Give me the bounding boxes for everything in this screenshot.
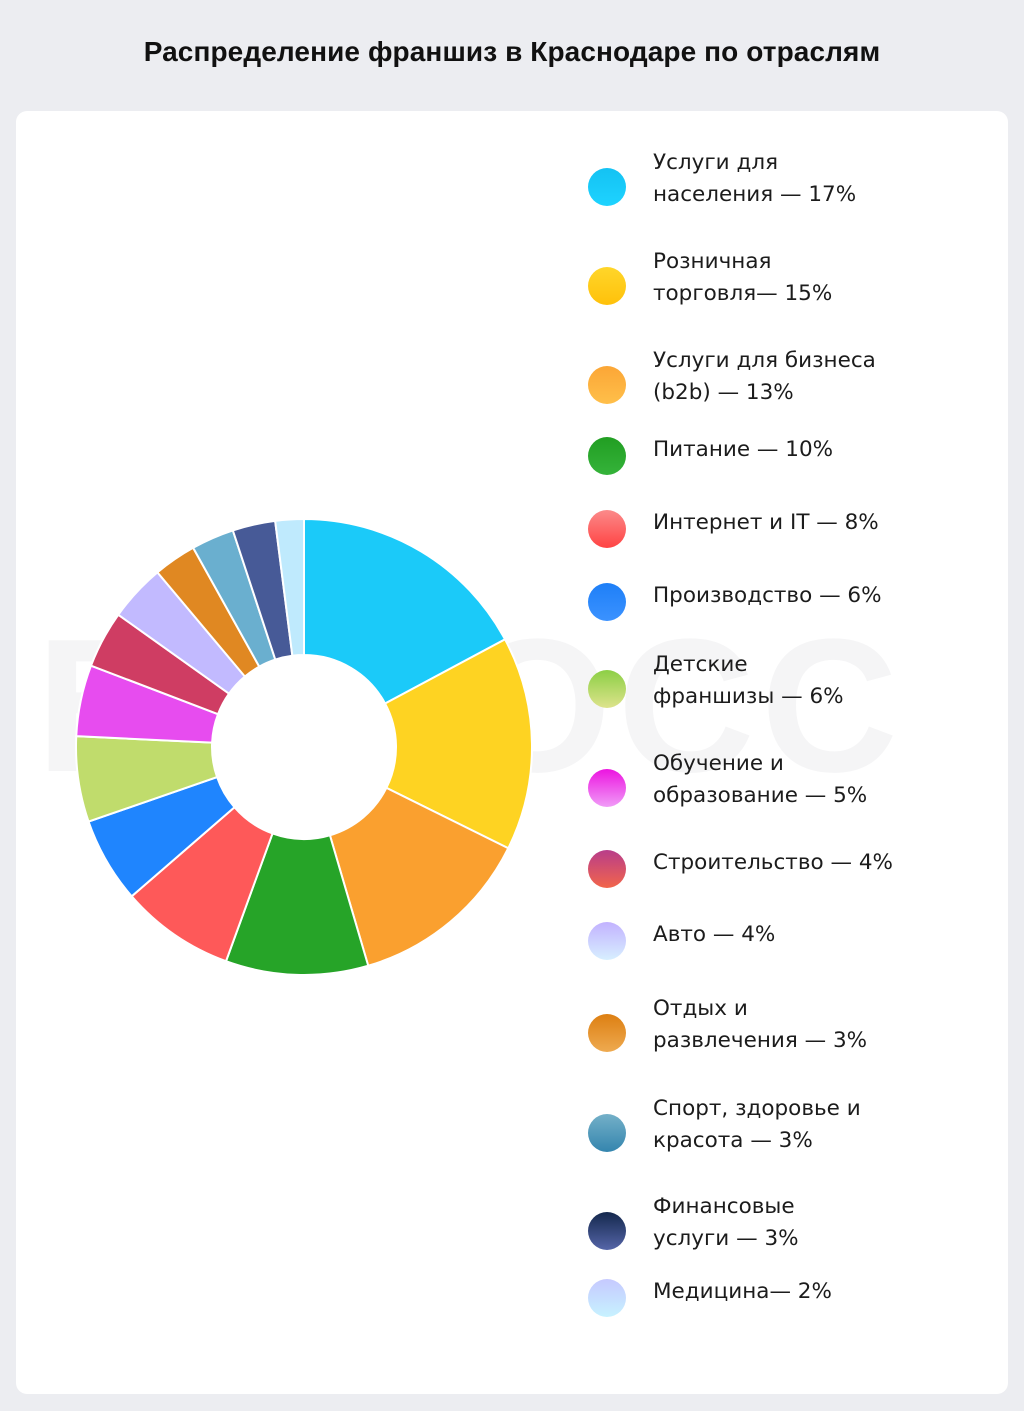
legend-color-swatch <box>588 510 626 548</box>
legend-color-swatch <box>588 1014 626 1052</box>
legend-color-swatch <box>588 670 626 708</box>
legend-label: Медицина— 2% <box>653 1279 832 1304</box>
legend-label: Финансовые услуги — 3% <box>653 1194 799 1251</box>
legend-color-swatch <box>588 850 626 888</box>
legend-label: Детские франшизы — 6% <box>653 652 844 709</box>
legend-label: Авто — 4% <box>653 922 776 947</box>
legend-label: Отдых и развлечения — 3% <box>653 996 868 1053</box>
legend-color-swatch <box>588 267 626 305</box>
chart-title: Распределение франшиз в Краснодаре по от… <box>143 36 881 67</box>
legend-color-swatch <box>588 1114 626 1152</box>
legend-color-swatch <box>588 168 626 206</box>
legend-color-swatch <box>588 366 626 404</box>
legend-label: Розничная торговля— 15% <box>653 249 833 306</box>
legend-label: Спорт, здоровье и красота — 3% <box>653 1096 861 1153</box>
donut-chart <box>75 517 533 976</box>
legend-color-swatch <box>588 922 626 960</box>
donut-slices <box>75 517 533 976</box>
legend-label: Питание — 10% <box>653 437 834 462</box>
legend-color-swatch <box>588 1279 626 1317</box>
chart-card: БИБОСС Услуги для населения — 17%Розничн… <box>16 111 1008 1394</box>
legend-label: Услуги для населения — 17% <box>653 150 857 207</box>
legend-label: Интернет и IT — 8% <box>653 510 879 535</box>
legend-label: Обучение и образование — 5% <box>653 751 868 808</box>
legend-color-swatch <box>588 437 626 475</box>
legend-color-swatch <box>588 583 626 621</box>
legend-color-swatch <box>588 769 626 807</box>
legend-label: Производство — 6% <box>653 583 882 608</box>
legend-color-swatch <box>588 1212 626 1250</box>
legend-label: Строительство — 4% <box>653 850 893 875</box>
donut-hole <box>212 655 396 839</box>
legend-label: Услуги для бизнеса (b2b) — 13% <box>653 348 876 405</box>
